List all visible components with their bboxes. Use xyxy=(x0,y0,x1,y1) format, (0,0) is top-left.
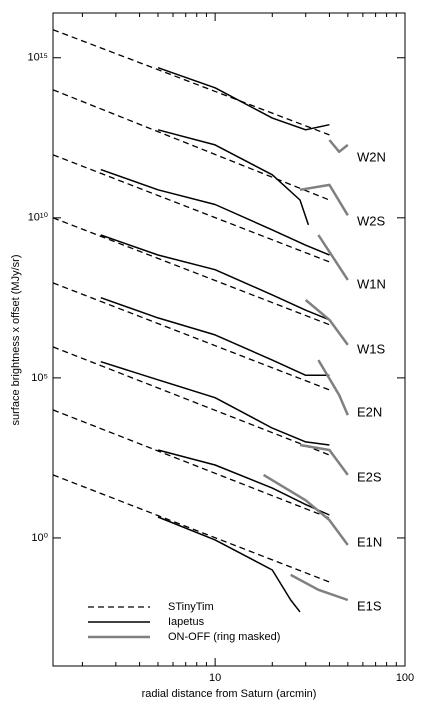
profile-line xyxy=(262,473,349,546)
profile-line xyxy=(52,409,330,519)
profile-line xyxy=(52,346,330,456)
profile-line xyxy=(157,516,301,613)
profile-line xyxy=(317,359,349,416)
plot-frame xyxy=(52,12,406,667)
y-axis-label: surface brightness x offset (MJy/sr) xyxy=(10,255,22,426)
profile-line xyxy=(317,234,349,281)
profile-label: W1S xyxy=(357,341,386,356)
y-tick-label: 10¹⁵ xyxy=(28,52,48,64)
profile-line xyxy=(52,89,330,201)
profile-line xyxy=(304,299,349,346)
profile-line xyxy=(157,449,330,516)
profile-label: W2N xyxy=(357,149,386,164)
profile-label: W2S xyxy=(357,213,386,228)
y-tick-label: 10¹⁰ xyxy=(28,212,49,224)
profile-label: E2N xyxy=(357,404,382,419)
profile-line xyxy=(52,282,330,391)
profile-line xyxy=(299,183,349,216)
profile-line xyxy=(52,217,330,326)
profile-line xyxy=(100,168,330,256)
profile-line xyxy=(100,234,330,321)
profile-label: E2S xyxy=(357,469,382,484)
profile-label: E1N xyxy=(357,534,382,549)
profile-line xyxy=(157,129,310,226)
profile-line xyxy=(328,139,349,154)
profile-line xyxy=(52,154,330,263)
profile-line xyxy=(157,66,330,131)
profile-line xyxy=(290,573,349,602)
x-tick-label: 100 xyxy=(396,672,414,684)
profile-line xyxy=(52,29,330,136)
legend-label: Iapetus xyxy=(168,616,205,628)
profile-label: W1N xyxy=(357,276,386,291)
profile-label: E1S xyxy=(357,598,382,613)
profile-line xyxy=(100,360,330,446)
x-tick-label: 10 xyxy=(209,672,221,684)
legend-label: ON-OFF (ring masked) xyxy=(168,631,280,643)
y-tick-label: 10⁰ xyxy=(31,532,48,544)
x-axis-label: radial distance from Saturn (arcmin) xyxy=(142,688,317,700)
profile-line xyxy=(100,296,330,377)
profile-line xyxy=(299,443,349,476)
legend-label: STinyTim xyxy=(168,601,214,613)
y-tick-label: 10⁵ xyxy=(31,372,48,384)
